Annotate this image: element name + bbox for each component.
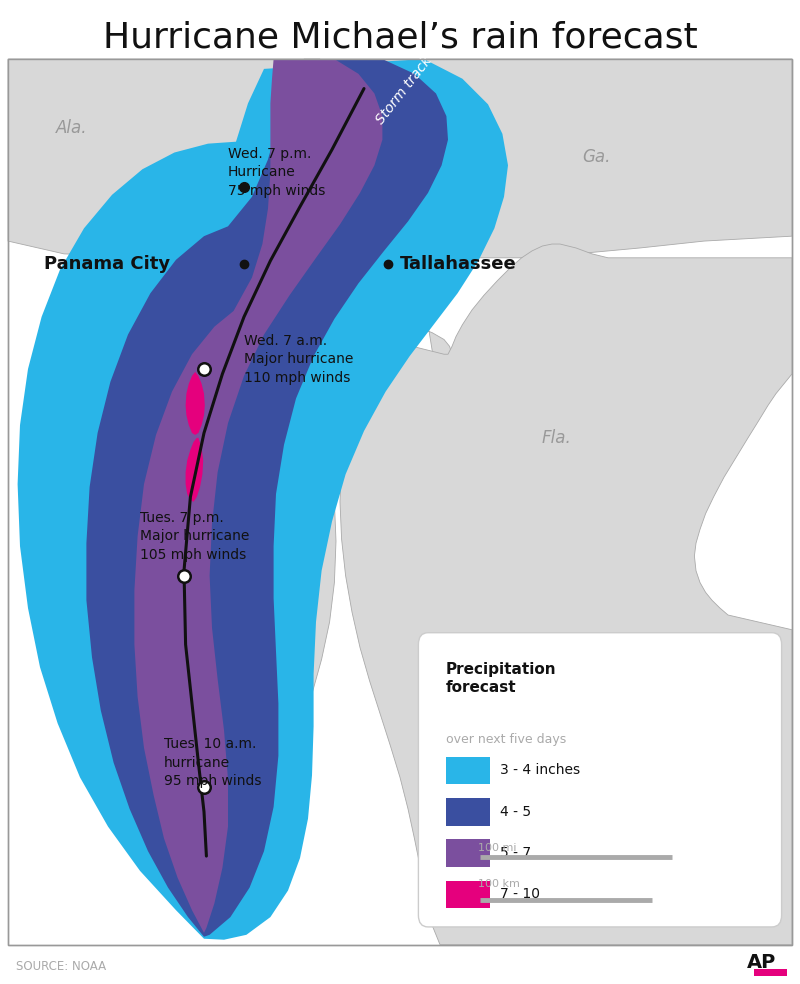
- FancyBboxPatch shape: [418, 633, 782, 927]
- Polygon shape: [304, 59, 792, 258]
- Polygon shape: [134, 59, 382, 933]
- Polygon shape: [186, 372, 205, 435]
- Text: 100 km: 100 km: [478, 879, 520, 889]
- FancyBboxPatch shape: [446, 757, 490, 784]
- Text: As of
Oct. 9: As of Oct. 9: [431, 781, 473, 813]
- Text: Hurricane Michael’s rain forecast: Hurricane Michael’s rain forecast: [102, 21, 698, 54]
- Text: Fla.: Fla.: [541, 429, 571, 447]
- FancyBboxPatch shape: [446, 798, 490, 826]
- Polygon shape: [158, 244, 452, 848]
- Text: Panama City: Panama City: [44, 255, 170, 273]
- FancyBboxPatch shape: [446, 881, 490, 908]
- Text: Precipitation
forecast: Precipitation forecast: [446, 662, 556, 696]
- Text: Storm track: Storm track: [374, 54, 434, 127]
- Text: Wed. 7 a.m.
Major hurricane
110 mph winds: Wed. 7 a.m. Major hurricane 110 mph wind…: [244, 334, 354, 385]
- Text: Tallahassee: Tallahassee: [400, 255, 517, 273]
- Text: Ga.: Ga.: [582, 149, 610, 166]
- FancyBboxPatch shape: [446, 839, 490, 867]
- Text: 5 - 7: 5 - 7: [500, 846, 531, 860]
- Text: over next five days: over next five days: [446, 733, 566, 746]
- Text: Ala.: Ala.: [56, 119, 88, 137]
- Text: 100 mi: 100 mi: [478, 843, 517, 853]
- Polygon shape: [186, 438, 203, 502]
- Text: Tues. 7 p.m.
Major hurricane
105 mph winds: Tues. 7 p.m. Major hurricane 105 mph win…: [140, 511, 250, 562]
- Text: 7 - 10: 7 - 10: [500, 888, 540, 901]
- Text: 3 - 4 inches: 3 - 4 inches: [500, 764, 580, 777]
- Polygon shape: [8, 59, 320, 256]
- FancyBboxPatch shape: [8, 59, 792, 945]
- Text: 4 - 5: 4 - 5: [500, 805, 531, 819]
- Text: AP: AP: [746, 953, 776, 972]
- Text: SOURCE: NOAA: SOURCE: NOAA: [16, 959, 106, 973]
- Polygon shape: [18, 59, 508, 940]
- Polygon shape: [86, 59, 448, 937]
- Text: Tues. 10 a.m.
hurricane
95 mph winds: Tues. 10 a.m. hurricane 95 mph winds: [164, 737, 262, 788]
- Text: Wed. 7 p.m.
Hurricane
75 mph winds: Wed. 7 p.m. Hurricane 75 mph winds: [228, 147, 326, 198]
- Polygon shape: [334, 244, 792, 945]
